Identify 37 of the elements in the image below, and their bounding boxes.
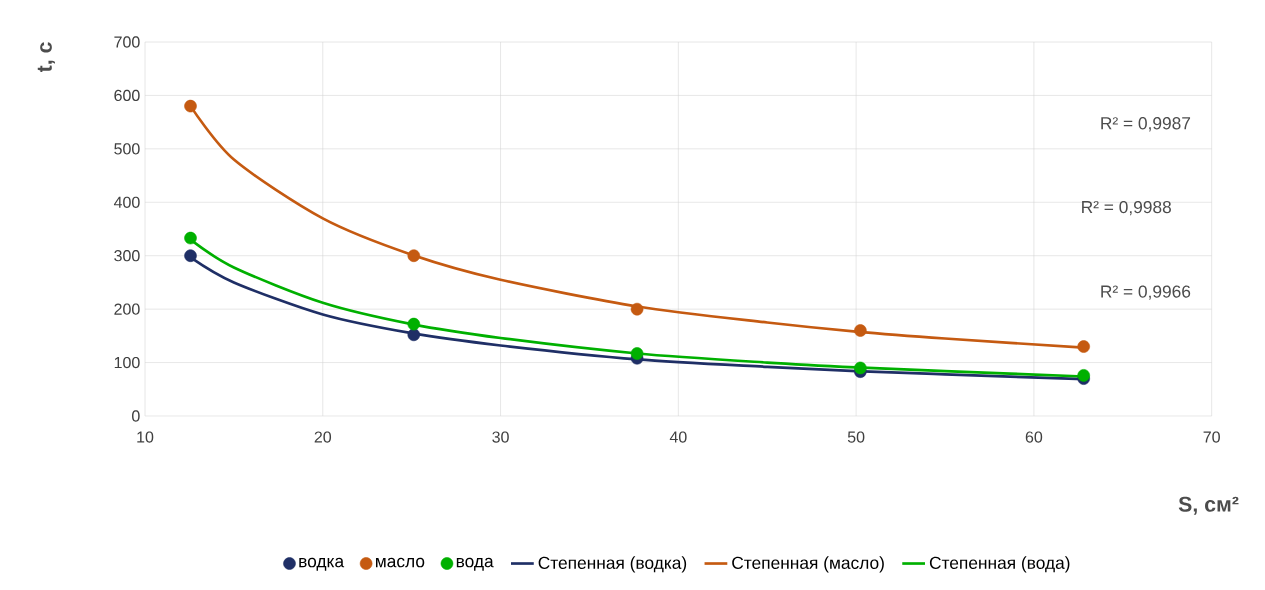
point (630, 302, 644, 316)
y-tick-label: 100 (114, 356, 140, 369)
y-tick-label: 0 (132, 410, 140, 422)
y-tick-label: 600 (114, 89, 140, 102)
annotation: R² = 0,9987 (1101, 117, 1191, 132)
point (184, 99, 197, 113)
point (854, 324, 867, 337)
y-tick-label: 200 (114, 303, 140, 315)
point (854, 361, 867, 375)
point (630, 347, 644, 360)
legend-label: Степенная (водка) (538, 556, 687, 573)
point (407, 249, 421, 262)
point (184, 231, 197, 245)
point (184, 249, 197, 262)
y-tick-label: 400 (113, 196, 140, 208)
y-tick-label: 700 (114, 36, 140, 48)
x-tick-label: 70 (1203, 431, 1220, 443)
y-tick-label: 300 (114, 250, 140, 262)
x-tick-label: 40 (669, 431, 687, 443)
point (407, 328, 421, 342)
point (1077, 340, 1090, 353)
x-tick-label: 50 (847, 431, 865, 443)
x-tick-label: 10 (137, 431, 154, 443)
y-tick-label: 500 (114, 143, 140, 155)
legend-label: водка (299, 557, 345, 571)
x-tick-label: 30 (492, 431, 509, 443)
x-tick-label: 60 (1025, 431, 1043, 443)
x-tick-label: 20 (314, 431, 332, 443)
x-axis-title: S, см² (1178, 496, 1239, 515)
annotation: R² = 0,9988 (1082, 200, 1171, 216)
annotation: R² = 0,9966 (1101, 285, 1191, 300)
legend-label: вода (456, 557, 494, 571)
legend-label: Степенная (масло) (732, 556, 884, 573)
point (407, 317, 421, 331)
legend-label: Степенная (вода) (929, 556, 1070, 573)
y-axis-title: t, с (37, 42, 55, 73)
legend-label: масло (376, 557, 425, 568)
